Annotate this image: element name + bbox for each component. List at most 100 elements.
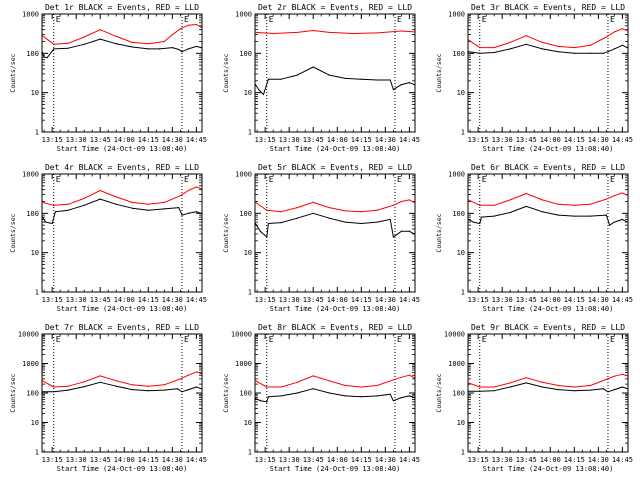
data-point-events — [280, 222, 282, 224]
x-tick-label: 14:00 — [327, 456, 348, 464]
data-point-events — [408, 82, 410, 84]
y-tick-label: 1000 — [22, 171, 39, 179]
marker-label-e: E — [610, 175, 615, 184]
plot-frame — [467, 333, 629, 453]
x-tick-label: 14:15 — [138, 136, 159, 144]
data-point-events — [493, 215, 495, 217]
x-axis-label: Start Time (24-Oct-09 13:08:40) — [270, 465, 401, 473]
data-point-events — [163, 389, 165, 391]
data-point-lld — [179, 378, 181, 380]
panel-title: Det 3r BLACK = Events, RED = LLD — [471, 3, 625, 12]
data-point-events — [360, 222, 362, 225]
x-tick-label: 14:45 — [399, 456, 420, 464]
data-point-events — [147, 390, 149, 392]
data-point-events — [479, 52, 481, 54]
x-tick-label: 13:45 — [90, 136, 111, 144]
data-point-lld — [328, 206, 330, 209]
x-tick-label: 13:15 — [468, 456, 489, 464]
data-point-events — [479, 390, 481, 392]
data-point-events — [195, 386, 197, 388]
data-point-events — [525, 205, 527, 208]
data-point-events — [163, 208, 165, 210]
series-line-events — [468, 205, 628, 226]
data-point-events — [267, 396, 269, 398]
y-tick-label: 100 — [26, 210, 39, 218]
data-point-events — [178, 48, 180, 51]
x-axis-label: Start Time (24-Oct-09 13:08:40) — [57, 465, 188, 473]
data-point-events — [621, 218, 623, 221]
data-point-lld — [376, 384, 378, 387]
data-point-lld — [53, 386, 55, 388]
x-tick-label: 14:30 — [588, 456, 609, 464]
data-point-events — [413, 84, 415, 86]
data-point-lld — [254, 31, 257, 34]
data-point-events — [607, 51, 609, 53]
data-point-lld — [352, 32, 354, 35]
data-point-events — [589, 52, 591, 54]
data-point-events — [389, 218, 391, 221]
data-point-events — [328, 74, 330, 76]
x-tick-label: 13:45 — [303, 136, 324, 144]
data-point-lld — [41, 201, 44, 203]
data-point-lld — [621, 373, 623, 375]
data-point-events — [389, 79, 391, 81]
x-tick-label: 13:30 — [492, 136, 513, 144]
marker-label-e: E — [56, 335, 61, 344]
plot-frame — [41, 13, 203, 133]
x-tick-label: 13:15 — [468, 296, 489, 304]
data-point-lld — [83, 36, 85, 38]
data-point-events — [541, 211, 543, 213]
data-point-lld — [376, 209, 378, 211]
data-point-events — [472, 221, 474, 223]
x-axis-label: Start Time (24-Oct-09 13:08:40) — [270, 305, 401, 313]
y-tick-label: 100 — [239, 390, 252, 398]
x-tick-label: 14:45 — [186, 136, 207, 144]
data-point-events — [344, 221, 346, 223]
x-tick-label: 14:00 — [327, 136, 348, 144]
data-point-events — [573, 215, 575, 217]
data-point-lld — [195, 23, 197, 26]
data-point-events — [392, 400, 394, 402]
data-point-lld — [200, 26, 202, 28]
plot-frame — [41, 173, 203, 293]
data-point-events — [115, 385, 117, 387]
data-point-lld — [83, 381, 85, 383]
data-point-lld — [589, 203, 591, 205]
data-point-events — [509, 386, 511, 388]
data-point-events — [557, 51, 559, 53]
data-point-events — [312, 212, 314, 214]
y-tick-label: 10 — [31, 249, 39, 257]
y-tick-label: 1 — [35, 129, 39, 137]
x-tick-label: 14:15 — [351, 456, 372, 464]
data-point-lld — [541, 41, 543, 43]
x-tick-label: 14:30 — [162, 296, 183, 304]
x-tick-label: 13:15 — [255, 296, 276, 304]
y-tick-label: 100 — [452, 50, 465, 58]
y-tick-label: 1000 — [448, 171, 465, 179]
data-point-events — [467, 51, 470, 53]
y-tick-label: 100 — [26, 390, 39, 398]
x-tick-label: 14:45 — [612, 456, 633, 464]
data-point-events — [176, 388, 178, 390]
data-point-lld — [589, 384, 591, 387]
panel-det-4: Det 4r BLACK = Events, RED = LLD 1 10 100 10… — [9, 163, 207, 313]
data-point-events — [83, 204, 85, 206]
x-tick-label: 13:45 — [303, 456, 324, 464]
y-axis-label: Counts/sec — [435, 213, 443, 252]
data-point-lld — [163, 40, 165, 43]
data-point-lld — [344, 210, 346, 212]
data-point-lld — [171, 33, 173, 36]
data-point-events — [408, 395, 410, 397]
data-point-events — [51, 222, 53, 225]
data-point-events — [413, 233, 415, 235]
panel-title: Det 7r BLACK = Events, RED = LLD — [45, 323, 199, 332]
data-point-lld — [179, 28, 181, 30]
data-point-events — [557, 214, 559, 216]
y-tick-label: 1000 — [235, 11, 252, 19]
data-point-events — [46, 56, 48, 59]
x-tick-label: 13:45 — [303, 296, 324, 304]
data-point-events — [626, 221, 628, 223]
x-tick-label: 14:30 — [162, 456, 183, 464]
data-point-events — [258, 88, 260, 91]
y-tick-label: 10 — [244, 419, 252, 427]
